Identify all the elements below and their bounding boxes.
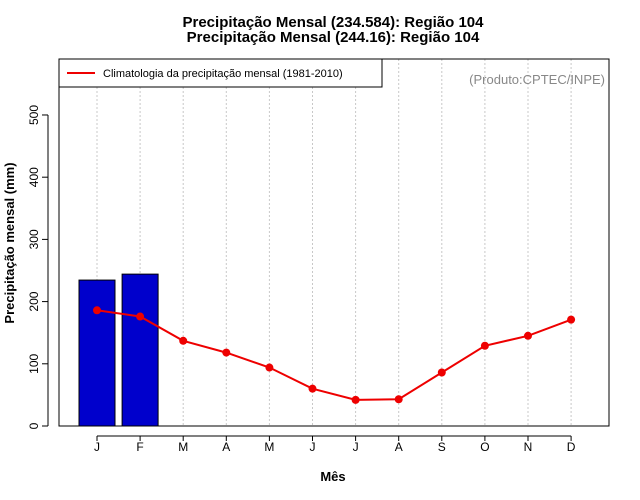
credit-text: (Produto:CPTEC/INPE) bbox=[469, 72, 605, 87]
chart-title-2: Precipitação Mensal (244.16): Região 104 bbox=[187, 29, 480, 46]
x-tick-label-a: A bbox=[395, 440, 403, 454]
climatology-point bbox=[480, 341, 489, 350]
climatology-point bbox=[394, 395, 403, 404]
x-axis-label: Mês bbox=[320, 469, 345, 484]
climatology-point bbox=[437, 368, 446, 377]
bar-f-1 bbox=[121, 273, 159, 427]
x-tick-label-m: M bbox=[264, 440, 274, 454]
x-tick-label-j: J bbox=[310, 440, 316, 454]
climatology-point bbox=[524, 331, 532, 340]
legend-label-climatology: Climatologia da precipitação mensal (198… bbox=[103, 68, 343, 80]
legend-box bbox=[58, 58, 383, 88]
climatology-point bbox=[179, 336, 188, 345]
climatology-point bbox=[308, 384, 317, 393]
plot-area bbox=[78, 59, 576, 427]
x-tick-label-m: M bbox=[178, 440, 188, 454]
x-tick-label-j: J bbox=[94, 440, 100, 454]
x-tick-label-s: S bbox=[438, 440, 446, 454]
x-tick-label-n: N bbox=[524, 440, 533, 454]
x-tick-label-a: A bbox=[222, 440, 230, 454]
legend: Climatologia da precipitação mensal (198… bbox=[58, 58, 383, 88]
x-tick-label-j: J bbox=[353, 440, 359, 454]
x-tick-label-d: D bbox=[567, 440, 576, 454]
y-tick-label: 300 bbox=[27, 229, 41, 249]
y-tick-label: 200 bbox=[27, 291, 41, 311]
climatology-point bbox=[136, 312, 145, 321]
chart-title-1: Precipitação Mensal (234.584): Região 10… bbox=[183, 14, 485, 31]
climatology-point bbox=[93, 306, 101, 315]
climatology-point bbox=[567, 315, 576, 324]
x-tick-label-o: O bbox=[480, 440, 489, 454]
bar-j-0 bbox=[78, 279, 116, 427]
climatology-point bbox=[222, 348, 231, 357]
x-tick-label-f: F bbox=[136, 440, 143, 454]
y-tick-label: 100 bbox=[27, 353, 41, 373]
y-axis-label: Precipitação mensal (mm) bbox=[2, 162, 17, 323]
climatology-point bbox=[351, 395, 360, 404]
climatology-line bbox=[96, 309, 572, 401]
climatology-point bbox=[265, 363, 274, 372]
y-tick-label: 500 bbox=[27, 105, 41, 125]
y-tick-label: 0 bbox=[27, 422, 41, 429]
y-tick-label: 400 bbox=[27, 167, 41, 187]
